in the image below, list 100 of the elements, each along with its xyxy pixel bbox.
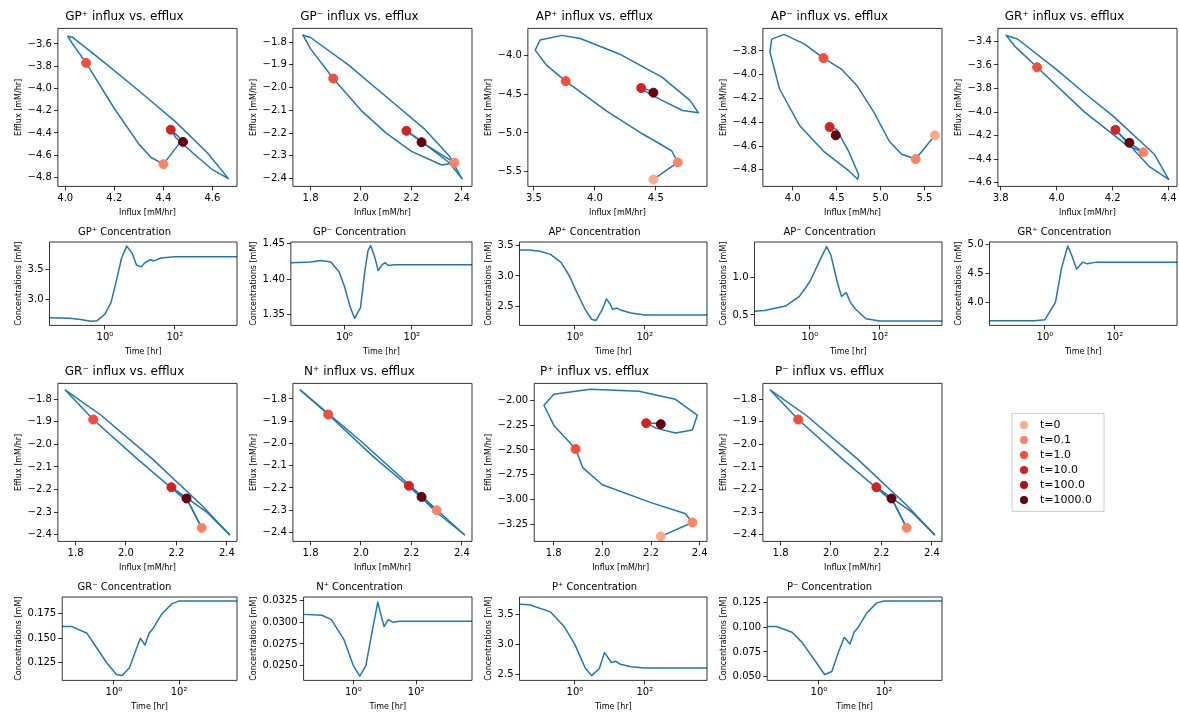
- chart-title: AP⁺ Concentration: [548, 225, 641, 237]
- chart-title: GR⁻ Concentration: [77, 580, 172, 592]
- y-tick-label: −2.3: [27, 505, 52, 517]
- y-tick-label: 0.150: [27, 631, 57, 643]
- x-axis-title: Influx [mM/hr]: [119, 208, 176, 218]
- y-tick-label: −2.3: [732, 505, 757, 517]
- x-tick-label: 10²: [403, 330, 421, 342]
- y-tick-label: −3.8: [967, 82, 992, 94]
- x-tick-label: 10²: [636, 685, 654, 697]
- x-tick-label: 5.5: [916, 191, 933, 203]
- chart-title: GP⁺ Concentration: [78, 225, 171, 237]
- x-tick-label: 4.5: [828, 191, 845, 203]
- y-tick-label: −2.2: [262, 481, 287, 493]
- y-axis-title: Concentrations [mM]: [718, 241, 728, 326]
- x-tick-label: 10⁰: [336, 330, 353, 342]
- x-tick-label: 4.2: [106, 191, 123, 203]
- y-tick-label: 0.050: [732, 670, 762, 682]
- chart-title: GP⁻ Concentration: [313, 225, 406, 237]
- y-tick-label: −1.8: [262, 35, 287, 47]
- x-tick-label: 4.6: [204, 191, 221, 203]
- y-tick-label: −2.25: [497, 418, 529, 430]
- x-tick-label: 4.4: [1160, 191, 1177, 203]
- y-tick-label: −4.8: [732, 163, 757, 175]
- y-axis-title: Concentrations [mM]: [13, 596, 23, 681]
- y-tick-label: −3.6: [27, 37, 52, 49]
- y-tick-label: −5.5: [497, 165, 522, 177]
- y-tick-label: 1.35: [262, 308, 285, 320]
- x-tick-label: 2.4: [218, 546, 235, 558]
- y-axis-title: Efflux [mM/hr]: [248, 78, 258, 136]
- x-tick-label: 10⁰: [810, 685, 828, 697]
- y-tick-label: −4.5: [497, 87, 522, 99]
- y-tick-label: −1.9: [262, 58, 287, 70]
- y-tick-label: −2.2: [262, 126, 287, 138]
- y-tick-label: −1.9: [27, 415, 52, 427]
- y-tick-label: 1.40: [262, 272, 285, 284]
- x-tick-label: 10⁰: [96, 330, 114, 342]
- x-tick-label: 3.5: [526, 191, 542, 203]
- y-tick-label: 3.0: [497, 269, 514, 281]
- y-tick-label: −4.4: [732, 115, 757, 127]
- y-tick-label: 0.125: [27, 656, 57, 668]
- x-tick-label: 2.0: [594, 546, 611, 558]
- x-tick-label: 1.8: [67, 546, 84, 558]
- x-axis-title: Influx [mM/hr]: [592, 563, 650, 573]
- y-axis-title: Concentrations [mM]: [483, 241, 493, 326]
- y-tick-label: −3.25: [497, 518, 529, 530]
- y-tick-label: 3.5: [497, 608, 514, 620]
- y-tick-label: −2.4: [732, 528, 757, 540]
- x-tick-label: 10²: [166, 330, 184, 342]
- y-tick-label: −1.8: [262, 392, 287, 404]
- y-axis-title: Efflux [mM/hr]: [718, 433, 728, 491]
- x-tick-label: 2.2: [403, 191, 420, 203]
- x-tick-label: 1.8: [302, 546, 319, 558]
- y-axis-title: Efflux [mM/hr]: [953, 78, 963, 136]
- y-tick-label: −2.0: [732, 437, 757, 449]
- x-tick-label: 4.2: [1104, 191, 1121, 203]
- chart-title: P⁻ influx vs. efflux: [774, 364, 885, 379]
- x-tick-label: 2.0: [823, 546, 839, 558]
- y-axis-title: Concentrations [mM]: [248, 596, 258, 681]
- y-tick-label: −1.8: [732, 392, 757, 404]
- x-tick-label: 10²: [407, 685, 425, 697]
- chart-title: GR⁺ influx vs. efflux: [1004, 9, 1125, 24]
- x-tick-label: 2.4: [923, 546, 940, 558]
- x-axis-title: Time [hr]: [835, 702, 873, 712]
- x-tick-label: 10⁰: [105, 685, 123, 697]
- x-tick-label: 10²: [1106, 330, 1124, 342]
- y-axis-title: Efflux [mM/hr]: [248, 433, 258, 491]
- chart-title: GP⁺ influx vs. efflux: [65, 9, 184, 24]
- x-axis-title: Influx [mM/hr]: [354, 208, 411, 218]
- x-tick-label: 10⁰: [801, 330, 819, 342]
- y-axis-title: Concentrations [mM]: [483, 596, 493, 681]
- y-tick-label: −2.0: [262, 437, 287, 449]
- x-tick-label: 4.0: [1048, 191, 1065, 203]
- chart-title: P⁺ Concentration: [551, 580, 638, 592]
- legend-label: t=0: [1040, 417, 1061, 431]
- y-tick-label: −4.6: [27, 148, 52, 160]
- x-axis-title: Influx [mM/hr]: [1059, 208, 1116, 218]
- x-axis-title: Influx [mM/hr]: [824, 208, 881, 218]
- y-tick-label: 0.0275: [262, 637, 298, 649]
- y-tick-label: −3.4: [967, 34, 992, 46]
- y-tick-label: −2.3: [262, 149, 287, 161]
- y-tick-label: −2.50: [497, 443, 529, 455]
- y-tick-label: −4.0: [732, 68, 757, 80]
- x-axis-title: Time [hr]: [828, 347, 867, 357]
- chart-title: GP⁻ influx vs. efflux: [300, 9, 419, 24]
- y-tick-label: −4.0: [967, 105, 992, 117]
- x-axis-title: Time [hr]: [123, 347, 162, 357]
- x-tick-label: 2.4: [453, 191, 470, 203]
- x-tick-label: 10²: [875, 685, 893, 697]
- y-axis-title: Efflux [mM/hr]: [483, 78, 493, 136]
- y-tick-label: 0.125: [732, 596, 762, 608]
- x-tick-label: 4.4: [155, 191, 172, 203]
- x-tick-label: 4.0: [57, 191, 74, 203]
- y-tick-label: 0.175: [27, 607, 57, 619]
- y-tick-label: 0.0300: [262, 615, 298, 627]
- y-tick-label: −1.9: [732, 415, 757, 427]
- x-axis-title: Time [hr]: [130, 702, 168, 712]
- y-axis-title: Efflux [mM/hr]: [718, 78, 728, 136]
- x-tick-label: 4.0: [586, 191, 603, 203]
- x-tick-label: 2.0: [353, 546, 369, 558]
- y-tick-label: −3.00: [497, 493, 529, 505]
